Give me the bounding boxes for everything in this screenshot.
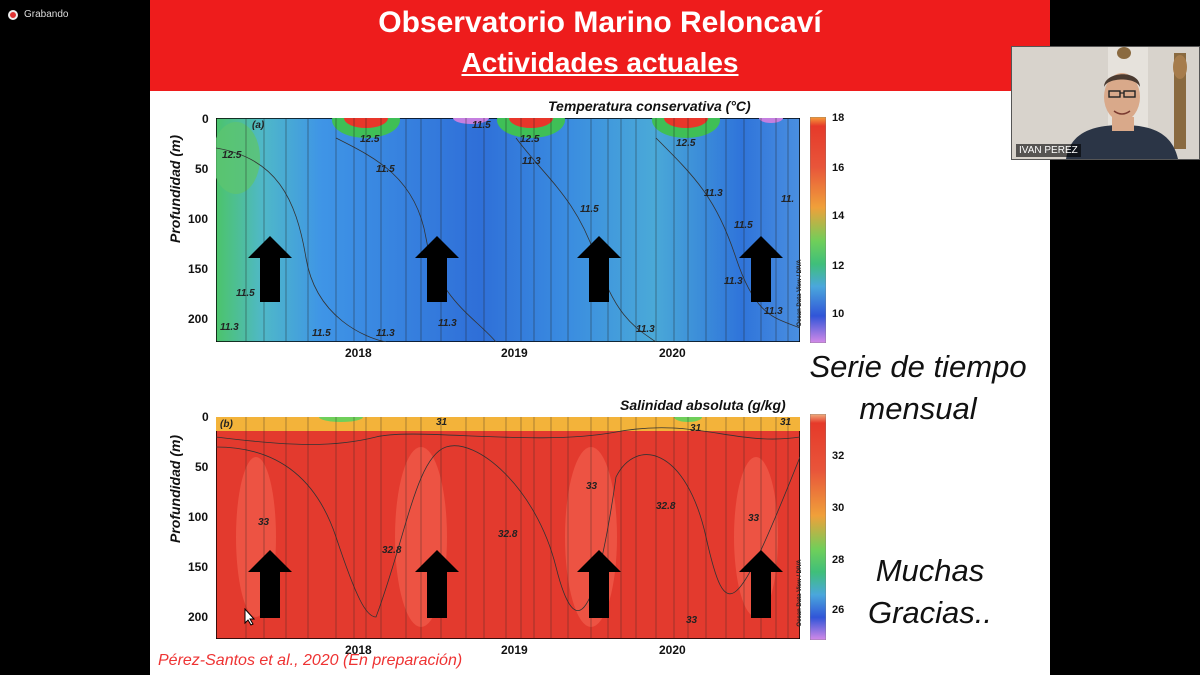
chart-b-ytick: 0 [202,410,209,424]
presentation-slide: Observatorio Marino Reloncaví Actividade… [150,0,1050,675]
chart-b-contour-label: 32.8 [498,529,518,540]
chart-b-contour-label: 32.8 [656,501,676,512]
chart-a-contour-label: 11.3 [220,322,239,333]
chart-a-contour-label: 12.5 [360,134,380,145]
chart-b-ytick: 50 [195,460,209,474]
chart-a-arrows [248,236,783,302]
chart-b-ytick: 200 [188,610,209,624]
chart-b-contour-label: 33 [586,481,598,492]
chart-b-panel-label: (b) [220,419,233,430]
participant-video[interactable]: IVAN PEREZ [1011,46,1200,160]
chart-b-contour-label: 31 [436,417,448,428]
chart-a-ytick: 0 [202,112,209,126]
chart-a-plot: 12.5 12.5 12.5 12.5 11.5 11.5 11.5 11.5 … [216,118,800,342]
chart-a-contour-label: 11.5 [236,288,255,299]
chart-a-title: Temperatura conservativa (°C) [548,98,751,114]
chart-a-contour-label: 11.5 [472,120,491,131]
chart-a-contour-label: 11.3 [764,306,783,317]
chart-a-contour-label: 11. [781,194,794,205]
slide-title: Observatorio Marino Reloncaví [378,6,822,39]
chart-b-credit: Ocean Data View / DIVA [797,559,803,627]
chart-a-contour-label: 11.5 [312,328,331,339]
chart-b-ylabel: Profundidad (m) [167,434,183,543]
up-arrow-icon [248,236,292,302]
recording-indicator: Grabando [8,9,68,20]
slide-text-series: Serie de tiempo mensual [798,346,1038,430]
slide-text-thanks: Muchas Gracias.. [845,550,1015,634]
chart-a-xtick: 2018 [345,346,372,360]
chart-a-xtick: 2019 [501,346,528,360]
chart-b-ytick: 150 [188,560,209,574]
chart-a-credit: Ocean Data View / DIVA [797,259,803,327]
chart-a-contour-label: 11.3 [438,318,457,329]
chart-a-colorbar-tick: 12 [832,260,845,272]
up-arrow-icon [739,236,783,302]
up-arrow-icon [577,550,621,618]
up-arrow-icon [577,236,621,302]
chart-a-contour-label: 11.5 [580,204,599,215]
chart-a-ytick: 50 [195,162,209,176]
up-arrow-icon [415,236,459,302]
chart-a-panel-label: (a) [252,120,265,131]
chart-b-contour-label: 31 [690,423,702,434]
chart-a-contour-label: 12.5 [520,134,540,145]
slide-text-series-line2: mensual [859,391,977,426]
chart-a-contour-label: 11.3 [522,156,541,167]
chart-a-ytick: 150 [188,262,209,276]
chart-b-colorbar-tick: 30 [832,502,845,514]
chart-a-contour-label: 11.3 [636,324,655,335]
chart-a-contour-label: 12.5 [222,150,242,161]
chart-a-profile-lines [245,118,789,342]
chart-b-colorbar-tick: 28 [832,554,845,566]
chart-b-arrows [248,550,783,618]
citation: Pérez-Santos et al., 2020 (En preparació… [158,652,463,669]
chart-a-contour-label: 11.5 [734,220,753,231]
chart-b-xtick: 2018 [345,643,372,657]
up-arrow-icon [739,550,783,618]
record-icon [8,9,18,20]
chart-b-ytick: 100 [188,510,209,524]
slide-text-thanks-line2: Gracias.. [867,595,993,630]
participant-name: IVAN PEREZ [1016,144,1081,157]
title-banner [150,0,1050,91]
chart-a-xtick: 2020 [659,346,686,360]
slide-subtitle: Actividades actuales [150,47,1050,79]
slide-text-thanks-line1: Muchas [875,553,985,588]
chart-b-contour-label: 32.8 [382,545,402,556]
chart-a-contour-label: 11.3 [704,188,723,199]
slide-subtitle-text: Actividades actuales [461,47,739,78]
chart-b-colorbar-tick: 26 [832,604,845,616]
chart-a-ytick: 100 [188,212,209,226]
slide-text-series-line1: Serie de tiempo [809,349,1027,384]
chart-a-colorbar [810,117,826,343]
chart-a-ytick: 200 [188,312,209,326]
chart-b-xtick: 2019 [501,643,528,657]
chart-b-contour-label: 33 [258,517,270,528]
chart-a-colorbar-tick: 18 [832,112,845,124]
chart-b-colorbar-tick: 32 [832,450,845,462]
chart-b-title: Salinidad absoluta (g/kg) [620,397,786,413]
chart-a-contour-label: 12.5 [676,138,696,149]
chart-a-colorbar-tick: 14 [832,210,845,222]
chart-b-contour-label: 31 [780,417,792,428]
chart-b-plot: 31 31 31 33 33 33 33 32.8 32.8 32.8 (b) [216,417,800,639]
chart-a-colorbar-tick: 10 [832,308,845,320]
chart-a-contour-label: 11.3 [724,276,743,287]
chart-b-contour-label: 33 [686,615,698,626]
up-arrow-icon [415,550,459,618]
recording-label: Grabando [24,9,69,20]
chart-b-xtick: 2020 [659,643,686,657]
chart-a-contour-label: 11.5 [376,164,395,175]
up-arrow-icon [248,550,292,618]
chart-a-ylabel: Profundidad (m) [167,134,183,243]
mouse-cursor-icon [244,608,256,626]
participant-avatar [1012,47,1199,159]
chart-b-contour-label: 33 [748,513,760,524]
chart-a-colorbar-tick: 16 [832,162,845,174]
chart-b-colorbar [810,414,826,640]
chart-a-contour-label: 11.3 [376,328,395,339]
